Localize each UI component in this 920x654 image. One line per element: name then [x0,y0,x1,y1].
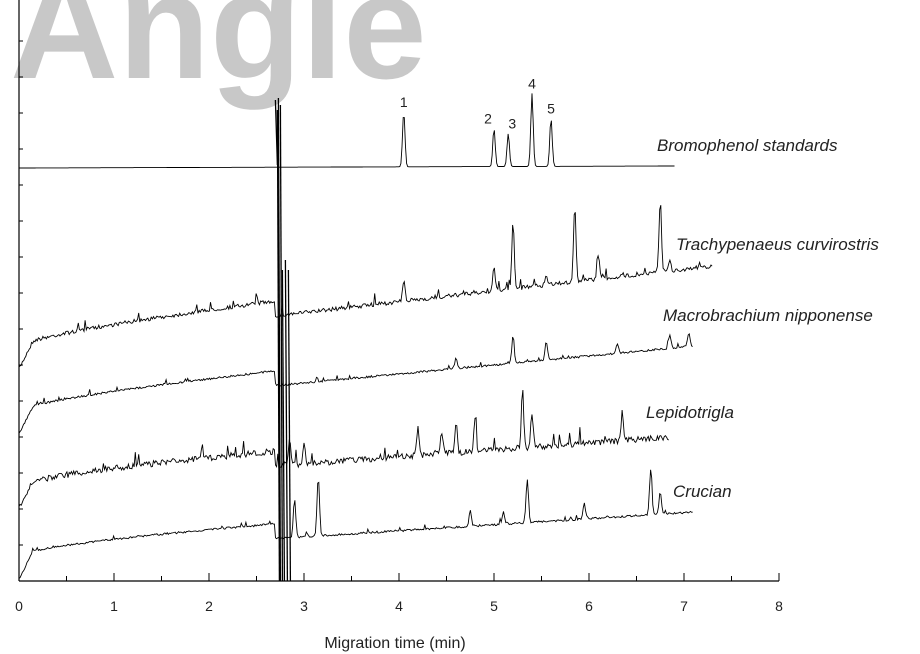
traces [18,93,713,582]
system-peak-line [287,269,292,582]
x-tick-label: 6 [585,598,593,614]
x-tick-label: 1 [110,598,118,614]
x-tick-label: 5 [490,598,498,614]
series-trace [18,389,669,507]
peak-number-label: 5 [547,100,555,116]
system-peak-line [276,109,281,582]
x-tick-label: 4 [395,598,403,614]
series-line [18,205,713,368]
system-peak-line [284,259,289,582]
series-trace [18,332,693,434]
system-peak-line [281,269,286,582]
x-tick-label: 0 [15,598,23,614]
watermark-text: Angle [10,0,427,110]
series-trace [18,469,693,579]
series-line [18,332,693,434]
series-line [19,93,675,169]
system-peak-line [279,104,284,582]
x-tick-label: 8 [775,598,783,614]
system-peak-line [277,97,282,582]
series-label: Lepidotrigla [646,403,734,422]
series-label: Bromophenol standards [657,136,838,155]
system-peak [274,97,292,582]
series-trace [19,93,675,169]
x-axis-title: Migration time (min) [324,635,465,652]
peak-number-label: 1 [400,94,408,110]
series-line [18,389,669,507]
peak-number-label: 2 [484,111,492,127]
labels: Bromophenol standards 1 2 3 45 Trachypenaeus … [400,75,879,501]
x-tick-label: 7 [680,598,688,614]
peak-number-label: 3 [508,116,516,132]
peak-number-label: 4 [528,75,536,91]
series-label: Crucian [673,482,732,501]
series-label: Trachypenaeus curvirostris [676,235,879,254]
series-line [18,469,693,579]
series-label: Macrobrachium nipponense [663,306,873,325]
x-tick-label: 2 [205,598,213,614]
series-trace [18,205,713,368]
x-tick-label: 3 [300,598,308,614]
